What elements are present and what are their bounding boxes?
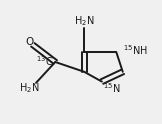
Text: H$_2$N: H$_2$N [74,15,94,28]
Text: $^{15}$N: $^{15}$N [104,81,121,95]
Text: O: O [25,37,34,47]
Text: $^{15}$NH: $^{15}$NH [123,43,147,57]
Text: $^{13}$C: $^{13}$C [36,54,54,68]
Text: H$_2$N: H$_2$N [19,81,40,95]
